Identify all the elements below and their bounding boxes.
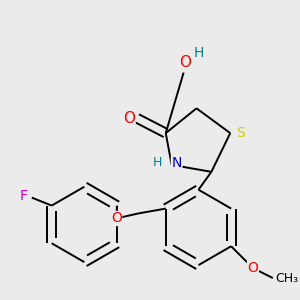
Text: F: F	[20, 189, 28, 203]
Text: H: H	[153, 156, 163, 170]
Text: O: O	[180, 55, 192, 70]
Text: O: O	[248, 261, 258, 275]
Text: CH₃: CH₃	[275, 272, 298, 284]
Text: O: O	[123, 111, 135, 126]
Text: O: O	[111, 212, 122, 226]
Text: S: S	[236, 126, 244, 140]
Text: N: N	[172, 156, 182, 170]
Text: H: H	[193, 46, 204, 60]
